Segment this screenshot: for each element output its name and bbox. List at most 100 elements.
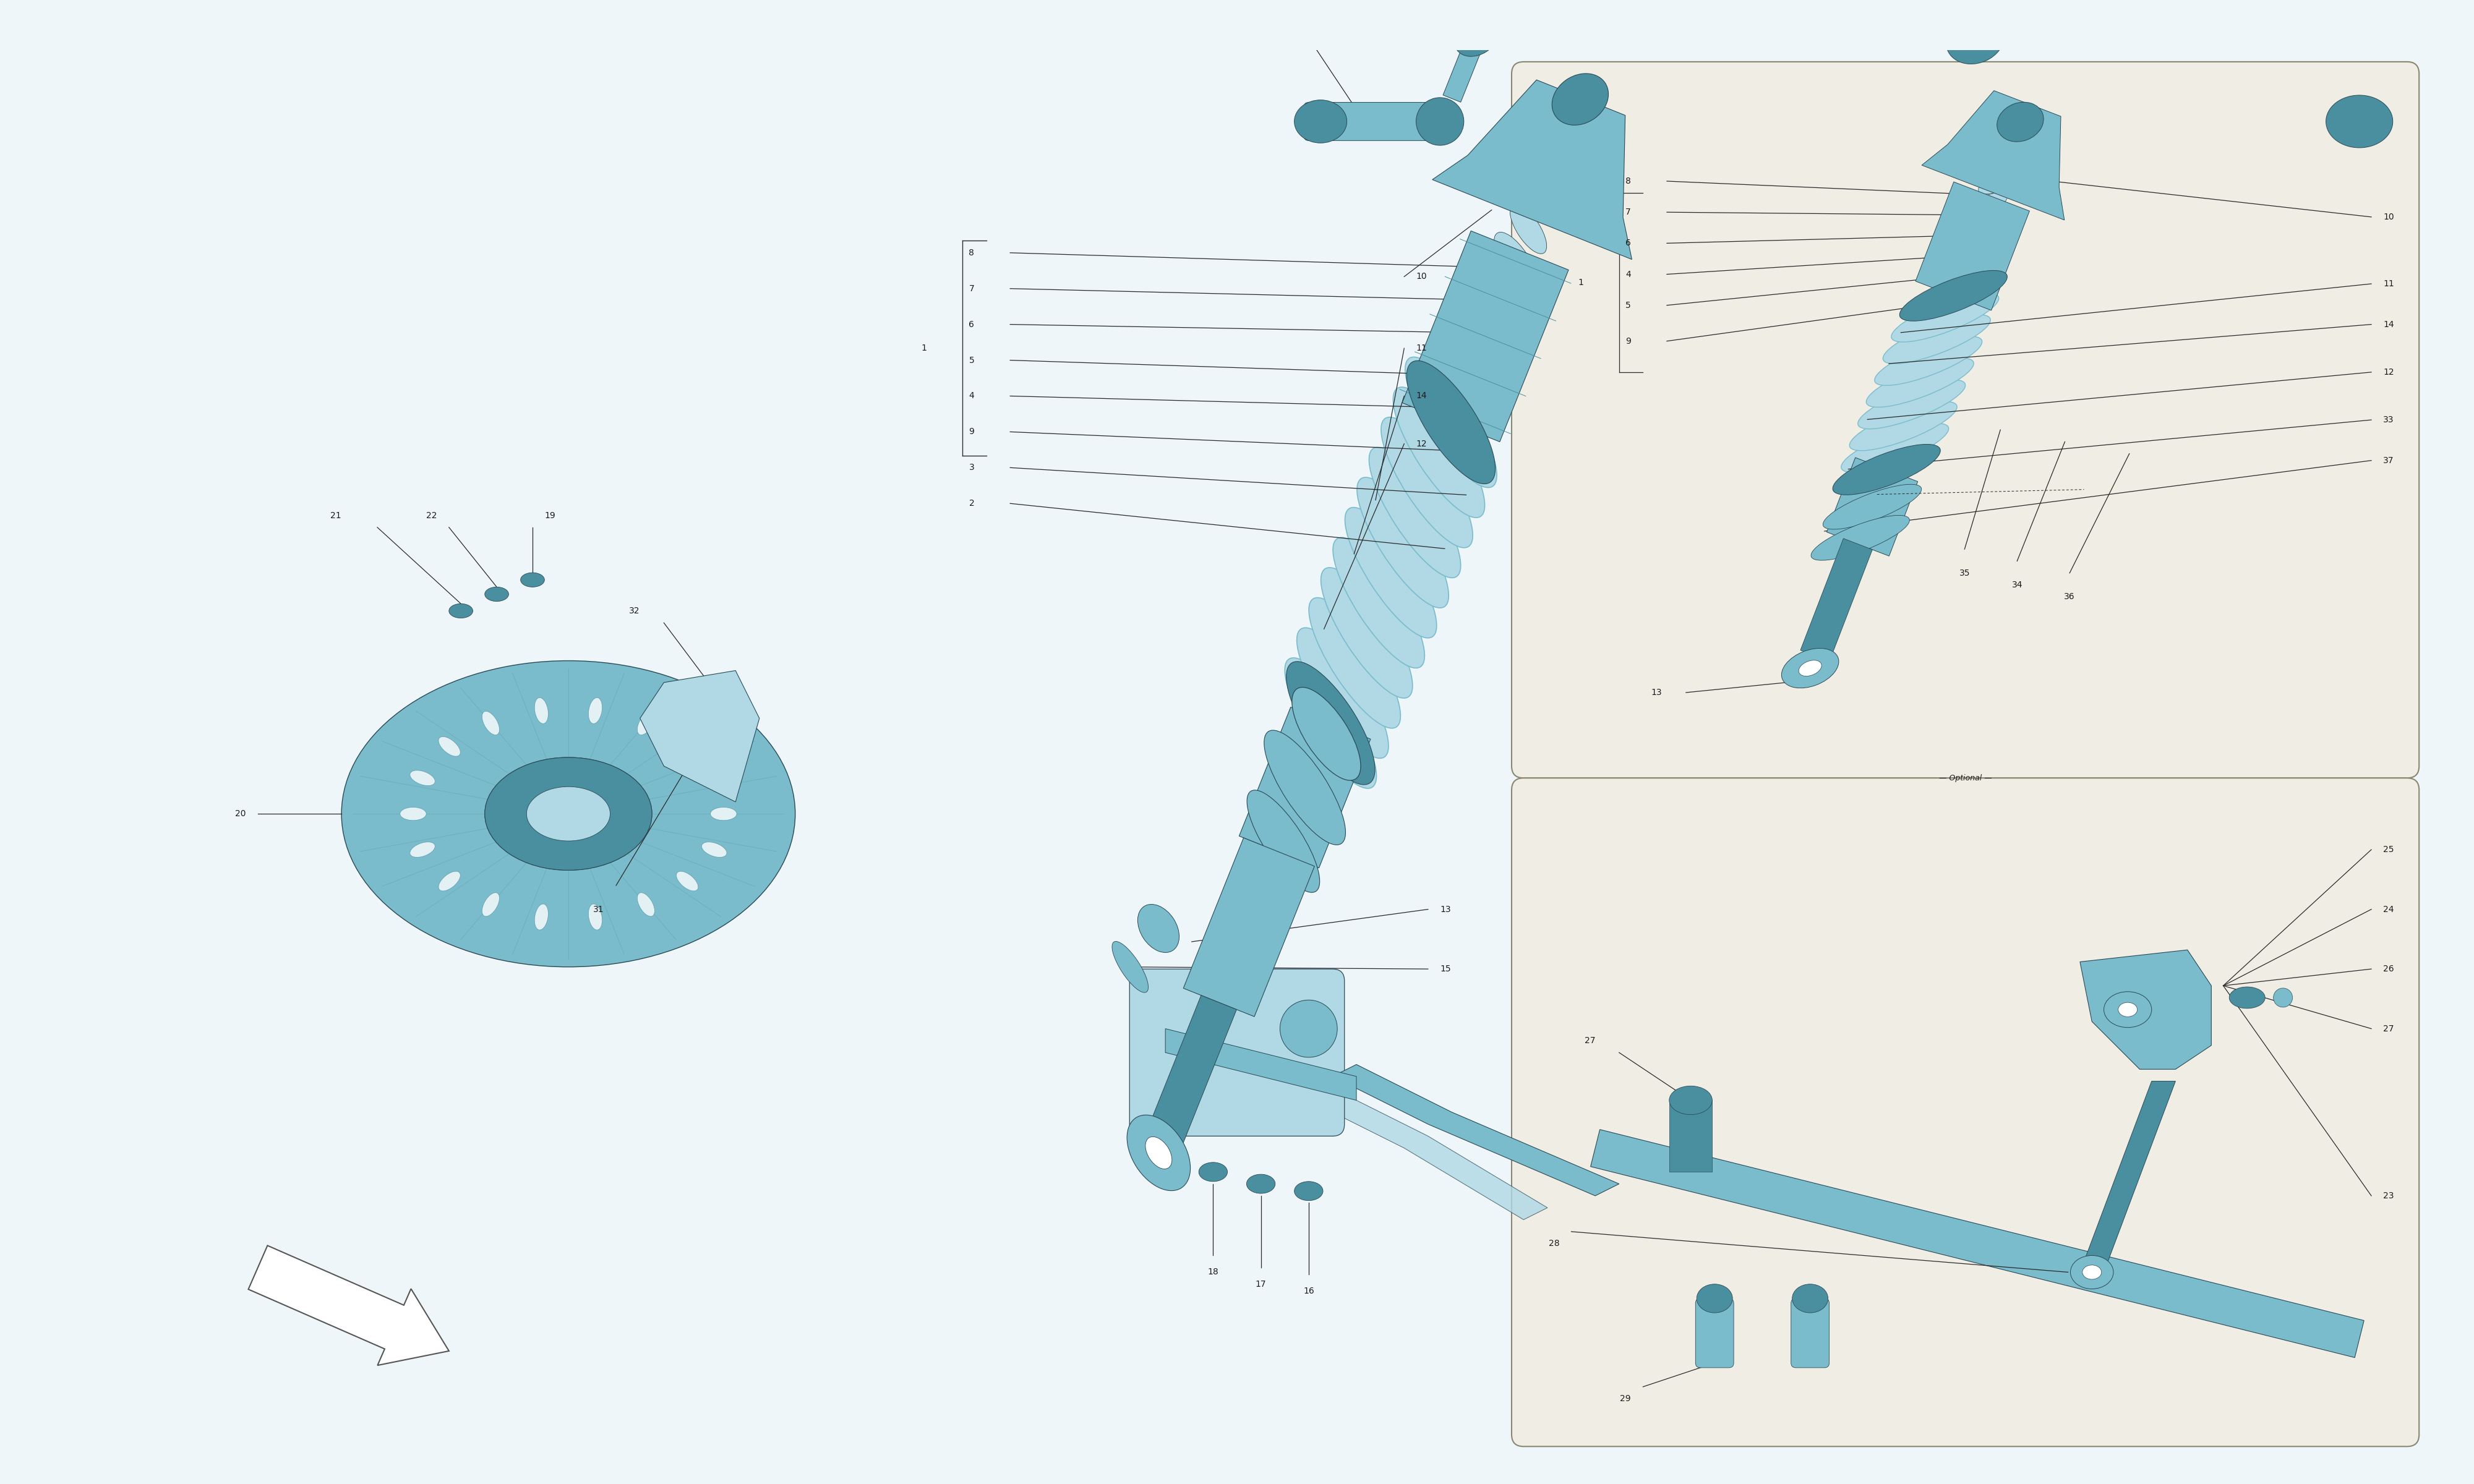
Ellipse shape <box>1841 423 1950 472</box>
Ellipse shape <box>1111 941 1148 993</box>
Polygon shape <box>1915 183 2029 310</box>
Ellipse shape <box>527 787 611 841</box>
Ellipse shape <box>1890 292 1999 341</box>
Text: 9: 9 <box>970 427 975 436</box>
Text: 13: 13 <box>1650 689 1663 697</box>
Text: 31: 31 <box>594 905 604 914</box>
Polygon shape <box>2081 1082 2175 1272</box>
Ellipse shape <box>1900 272 2006 321</box>
FancyBboxPatch shape <box>1512 62 2420 778</box>
Ellipse shape <box>1393 387 1484 518</box>
Ellipse shape <box>1286 662 1376 785</box>
Text: 19: 19 <box>544 510 557 519</box>
Ellipse shape <box>675 871 698 890</box>
Ellipse shape <box>1128 1114 1190 1190</box>
Ellipse shape <box>1858 380 1964 429</box>
Ellipse shape <box>1145 1137 1173 1169</box>
Ellipse shape <box>1294 99 1346 142</box>
Text: 10: 10 <box>2382 212 2395 221</box>
Text: — Optional —: — Optional — <box>1940 775 1992 782</box>
Ellipse shape <box>1551 74 1608 125</box>
Polygon shape <box>641 671 760 801</box>
Ellipse shape <box>438 871 460 890</box>
Text: 35: 35 <box>1959 568 1969 577</box>
Polygon shape <box>1442 40 1482 102</box>
Text: 33: 33 <box>2382 416 2395 424</box>
Ellipse shape <box>1460 335 1494 380</box>
Ellipse shape <box>1455 16 1499 56</box>
Ellipse shape <box>1291 687 1361 781</box>
Polygon shape <box>1591 1129 2365 1358</box>
Text: 36: 36 <box>2063 592 2076 601</box>
Ellipse shape <box>1851 402 1957 451</box>
Ellipse shape <box>710 807 737 821</box>
Ellipse shape <box>1470 298 1509 353</box>
Ellipse shape <box>638 893 656 916</box>
FancyBboxPatch shape <box>1512 778 2420 1447</box>
Ellipse shape <box>1791 1284 1828 1313</box>
Text: 18: 18 <box>1207 1267 1220 1276</box>
Text: 4: 4 <box>1625 270 1630 279</box>
Ellipse shape <box>1321 567 1413 697</box>
Ellipse shape <box>1799 660 1821 677</box>
Ellipse shape <box>2103 991 2152 1027</box>
Ellipse shape <box>1200 1162 1227 1181</box>
Text: 27: 27 <box>2382 1024 2395 1033</box>
Ellipse shape <box>1415 98 1465 145</box>
Ellipse shape <box>2229 987 2266 1009</box>
Text: 25: 25 <box>2382 846 2395 853</box>
Ellipse shape <box>1957 230 1994 249</box>
Text: 12: 12 <box>1415 439 1427 448</box>
Text: 28: 28 <box>1549 1239 1559 1248</box>
Ellipse shape <box>1947 15 2004 64</box>
Polygon shape <box>1294 408 1487 738</box>
Ellipse shape <box>589 904 601 930</box>
Polygon shape <box>1165 1028 1356 1100</box>
Ellipse shape <box>1294 1181 1324 1201</box>
Ellipse shape <box>1781 649 1838 689</box>
Ellipse shape <box>1950 248 1987 269</box>
Ellipse shape <box>1346 508 1437 638</box>
Ellipse shape <box>703 770 727 785</box>
Text: 2: 2 <box>970 499 975 508</box>
Ellipse shape <box>448 604 473 617</box>
Polygon shape <box>1432 80 1633 260</box>
Ellipse shape <box>411 841 435 858</box>
Text: 11: 11 <box>2382 279 2395 288</box>
Ellipse shape <box>675 736 698 757</box>
Ellipse shape <box>1247 789 1319 892</box>
Text: 4: 4 <box>970 392 975 401</box>
Text: 8: 8 <box>1625 177 1630 186</box>
Ellipse shape <box>1333 537 1425 668</box>
Polygon shape <box>1145 996 1237 1149</box>
Text: 27: 27 <box>1583 1036 1596 1045</box>
Text: 8: 8 <box>970 248 975 257</box>
Ellipse shape <box>1264 730 1346 844</box>
Ellipse shape <box>411 770 435 785</box>
Ellipse shape <box>1670 1086 1712 1114</box>
Text: 23: 23 <box>2382 1192 2395 1201</box>
Text: 29: 29 <box>1620 1395 1630 1402</box>
FancyBboxPatch shape <box>1791 1298 1828 1368</box>
Ellipse shape <box>482 711 500 735</box>
Polygon shape <box>1309 1088 1546 1220</box>
Ellipse shape <box>1408 361 1494 484</box>
Polygon shape <box>1333 1064 1618 1196</box>
Ellipse shape <box>1138 904 1180 953</box>
Ellipse shape <box>401 807 426 821</box>
Polygon shape <box>1670 1100 1712 1172</box>
Ellipse shape <box>703 841 727 858</box>
Ellipse shape <box>1697 1284 1732 1313</box>
Text: 3: 3 <box>970 463 975 472</box>
Text: 10: 10 <box>1415 273 1427 280</box>
Ellipse shape <box>1875 337 1982 386</box>
Text: 17: 17 <box>1254 1279 1267 1288</box>
Ellipse shape <box>1833 445 1940 494</box>
Text: 1: 1 <box>920 344 928 353</box>
Text: 34: 34 <box>2011 580 2024 589</box>
Ellipse shape <box>1487 273 1519 315</box>
Text: 9: 9 <box>1625 337 1630 346</box>
Ellipse shape <box>2326 95 2392 148</box>
Polygon shape <box>1239 708 1371 868</box>
Text: 5: 5 <box>1625 301 1630 310</box>
